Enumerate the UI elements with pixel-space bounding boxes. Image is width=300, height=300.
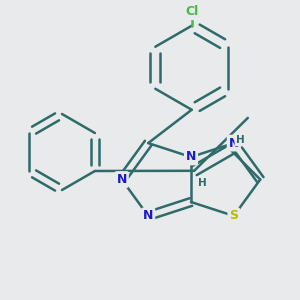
Text: Cl: Cl bbox=[185, 5, 198, 18]
Text: N: N bbox=[229, 136, 239, 150]
Text: H: H bbox=[198, 178, 207, 188]
Text: H: H bbox=[236, 135, 245, 145]
Text: N: N bbox=[186, 151, 196, 164]
Text: N: N bbox=[117, 173, 127, 186]
Text: N: N bbox=[143, 209, 153, 222]
Text: S: S bbox=[229, 209, 238, 222]
